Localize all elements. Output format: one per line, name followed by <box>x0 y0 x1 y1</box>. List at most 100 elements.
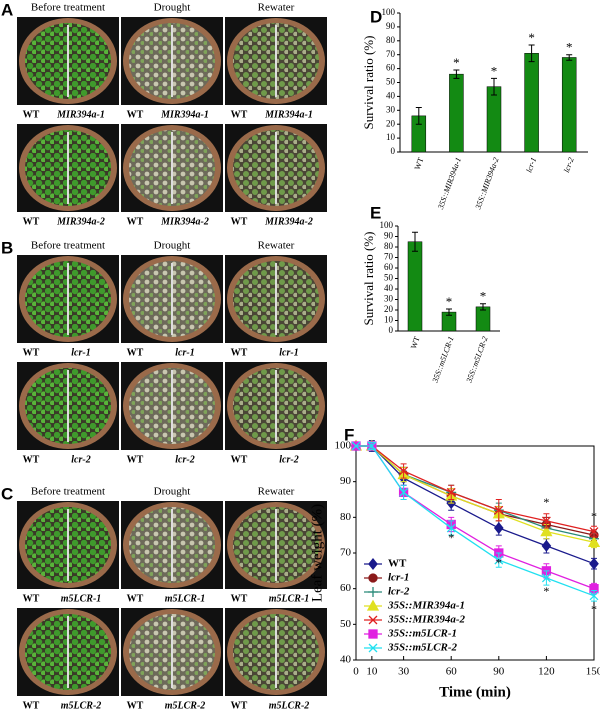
genotype-label: MIR394a-2 <box>56 216 105 227</box>
data-point <box>589 527 599 537</box>
genotype-label: m5LCR-2 <box>61 700 102 711</box>
plant-photo <box>17 608 119 696</box>
panel-letter: F <box>344 425 354 444</box>
significance-mark: * <box>566 40 573 55</box>
y-tick-label: 20 <box>386 118 396 128</box>
x-tick-label: 10 <box>366 666 378 678</box>
legend-label: 35S::m5LCR-2 <box>387 642 458 654</box>
plant-photo <box>17 501 119 589</box>
data-point <box>446 487 456 497</box>
panel-letter: D <box>370 7 382 26</box>
genotype-label: WT <box>23 109 40 120</box>
genotype-label: m5LCR-1 <box>165 593 206 604</box>
y-tick-label: 40 <box>386 90 396 100</box>
bar <box>407 241 423 332</box>
x-tick-label: 90 <box>493 666 505 678</box>
legend-label: lcr-2 <box>388 586 410 598</box>
data-point <box>351 441 361 451</box>
y-tick-label: 60 <box>386 63 396 73</box>
bar <box>524 53 539 153</box>
column-header: Rewater <box>258 486 295 498</box>
x-tick-label: WT <box>409 335 422 350</box>
x-tick-label: lcr-2 <box>562 156 576 174</box>
series-line <box>356 445 595 536</box>
legend-marker <box>368 557 378 571</box>
genotype-label: WT <box>127 347 144 358</box>
error-bar <box>566 54 573 61</box>
column-header: Before treatment <box>31 240 105 252</box>
plant-photo <box>225 255 327 343</box>
y-tick-label: 10 <box>384 315 394 325</box>
genotype-label: m5LCR-2 <box>269 700 310 711</box>
series-line <box>356 445 595 533</box>
plant-photo <box>121 17 223 105</box>
series-line <box>356 445 595 540</box>
data-point <box>399 487 409 497</box>
x-tick-label: 30 <box>398 666 410 678</box>
column-header: Drought <box>154 486 191 498</box>
genotype-label: WT <box>23 593 40 604</box>
genotype-label: MIR394a-1 <box>264 109 313 120</box>
x-tick-label: WT <box>413 156 426 171</box>
error-bar <box>415 107 422 125</box>
bar <box>561 57 577 153</box>
y-tick-label: 60 <box>384 262 394 272</box>
plant-photo <box>121 501 223 589</box>
y-tick-label: 100 <box>380 220 394 230</box>
significance-mark: * <box>591 602 597 616</box>
genotype-label: WT <box>127 109 144 120</box>
genotype-label: WT <box>23 454 40 465</box>
panel-letter: B <box>1 238 13 257</box>
legend-marker <box>366 599 380 611</box>
genotype-label: WT <box>127 216 144 227</box>
significance-mark: * <box>528 30 535 45</box>
plot-frame <box>355 445 595 661</box>
y-tick-label: 70 <box>386 49 396 59</box>
bar <box>449 73 464 153</box>
genotype-label: MIR394a-2 <box>160 216 209 227</box>
y-tick-label: 90 <box>386 21 396 31</box>
plant-photo <box>225 608 327 696</box>
data-point <box>494 505 504 515</box>
y-tick-label: 60 <box>340 582 352 594</box>
y-tick-label: 50 <box>384 273 394 283</box>
plant-photo <box>17 255 119 343</box>
genotype-label: WT <box>23 700 40 711</box>
genotype-label: MIR394a-2 <box>264 216 313 227</box>
genotype-label: lcr-1 <box>175 347 194 358</box>
panel-letter: C <box>1 484 13 503</box>
significance-mark: * <box>480 289 487 304</box>
x-tick-label: lcr-1 <box>524 156 538 174</box>
genotype-label: WT <box>23 347 40 358</box>
plant-photo <box>121 608 223 696</box>
y-axis-label: Survival ratio (%) <box>361 36 376 130</box>
y-tick-label: 70 <box>384 252 394 262</box>
plant-photo <box>17 17 119 105</box>
genotype-label: WT <box>231 347 248 358</box>
y-tick-label: 10 <box>386 132 396 142</box>
legend-marker <box>368 573 378 583</box>
column-header: Rewater <box>258 240 295 252</box>
legend-label: 35S::m5LCR-1 <box>387 628 457 640</box>
y-tick-label: 100 <box>382 7 396 17</box>
plant-photo <box>17 362 119 450</box>
panel-letter: E <box>370 203 381 222</box>
genotype-label: lcr-1 <box>71 347 90 358</box>
genotype-label: WT <box>127 593 144 604</box>
genotype-label: WT <box>231 593 248 604</box>
y-tick-label: 40 <box>340 654 352 666</box>
column-header: Rewater <box>258 2 295 14</box>
plant-photo <box>225 362 327 450</box>
data-point <box>589 591 599 601</box>
y-tick-label: 80 <box>340 511 352 523</box>
y-axis-label: Survival ratio (%) <box>361 232 376 326</box>
column-header: Drought <box>154 2 191 14</box>
data-point <box>399 466 409 476</box>
y-tick-label: 70 <box>340 547 352 559</box>
plant-photo <box>121 255 223 343</box>
error-bar <box>491 77 497 96</box>
plant-photo <box>225 124 327 212</box>
data-point <box>367 441 377 451</box>
genotype-label: lcr-2 <box>279 454 298 465</box>
genotype-label: WT <box>231 216 248 227</box>
